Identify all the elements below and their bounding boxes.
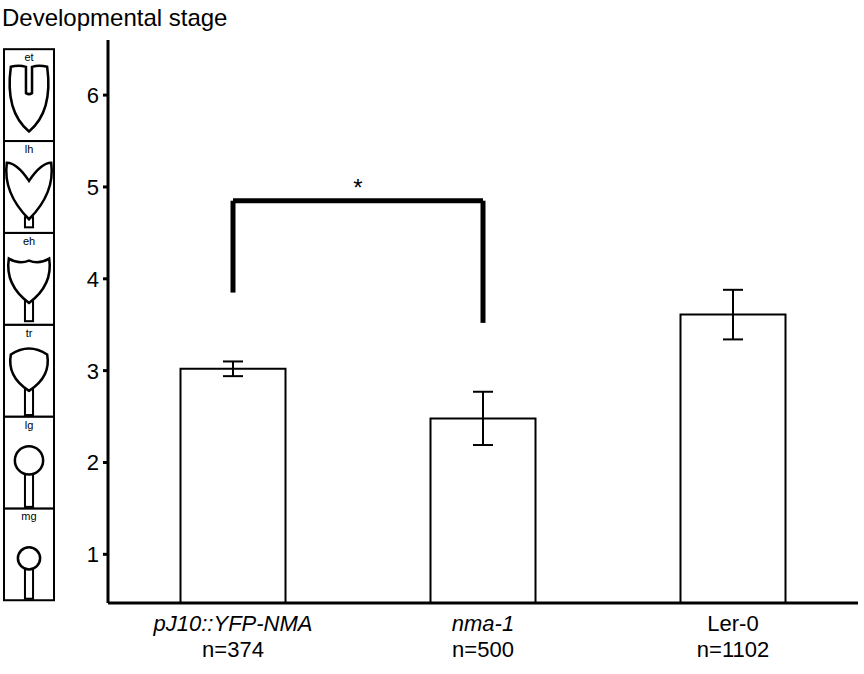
html-text:Developmental stage: Developmental stage [2, 4, 228, 31]
svg-text:Ler-0: Ler-0 [707, 611, 758, 636]
svg-text:4: 4 [87, 267, 99, 292]
svg-text:n=374: n=374 [202, 637, 264, 662]
svg-text:mg: mg [21, 510, 36, 522]
svg-text:n=500: n=500 [452, 637, 514, 662]
svg-text:2: 2 [87, 450, 99, 475]
svg-text:*: * [353, 174, 362, 201]
svg-text:3: 3 [87, 359, 99, 384]
svg-text:tr: tr [26, 327, 33, 339]
svg-text:lh: lh [25, 143, 34, 155]
svg-text:n=1102: n=1102 [697, 637, 769, 662]
svg-text:pJ10::YFP-NMA: pJ10::YFP-NMA [153, 611, 313, 636]
svg-text:5: 5 [87, 175, 99, 200]
svg-text:et: et [24, 51, 33, 63]
svg-text:6: 6 [87, 83, 99, 108]
svg-text:eh: eh [23, 235, 35, 247]
svg-text:nma-1: nma-1 [452, 611, 514, 636]
svg-text:lg: lg [25, 419, 34, 431]
svg-text:1: 1 [87, 542, 99, 567]
